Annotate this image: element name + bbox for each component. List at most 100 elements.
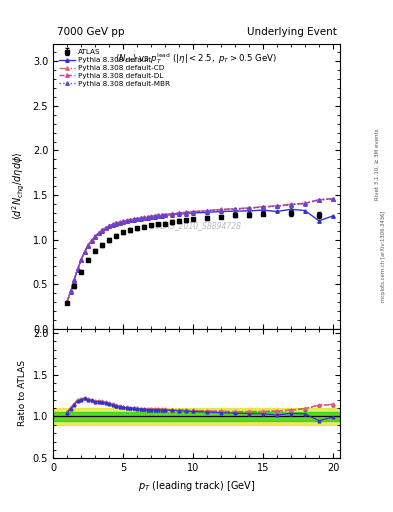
Pythia 8.308 default	[331, 213, 335, 219]
Pythia 8.308 default-MBR	[121, 219, 125, 225]
Pythia 8.308 default-DL	[159, 212, 164, 218]
Pythia 8.308 default-DL	[317, 197, 321, 203]
Pythia 8.308 default-CD	[163, 211, 167, 218]
Pythia 8.308 default-DL	[114, 220, 118, 226]
Pythia 8.308 default-MBR	[303, 201, 307, 207]
Legend: ATLAS, Pythia 8.308 default, Pythia 8.308 default-CD, Pythia 8.308 default-DL, P: ATLAS, Pythia 8.308 default, Pythia 8.30…	[57, 47, 172, 89]
Pythia 8.308 default	[96, 230, 101, 237]
Pythia 8.308 default-CD	[145, 214, 150, 220]
Pythia 8.308 default	[107, 223, 111, 229]
Pythia 8.308 default-MBR	[176, 210, 181, 217]
Pythia 8.308 default-CD	[128, 217, 132, 223]
Pythia 8.308 default-CD	[121, 218, 125, 224]
Pythia 8.308 default	[184, 210, 188, 217]
Pythia 8.308 default	[141, 215, 146, 221]
Pythia 8.308 default	[68, 289, 73, 295]
Pythia 8.308 default-DL	[107, 223, 111, 229]
Pythia 8.308 default-CD	[233, 206, 237, 212]
Pythia 8.308 default-CD	[135, 216, 140, 222]
Pythia 8.308 default-CD	[247, 205, 252, 211]
Pythia 8.308 default-DL	[191, 209, 195, 215]
Pythia 8.308 default	[72, 278, 76, 284]
Pythia 8.308 default-CD	[149, 214, 153, 220]
Pythia 8.308 default-MBR	[114, 220, 118, 226]
Pythia 8.308 default-CD	[93, 233, 97, 239]
Pythia 8.308 default	[163, 212, 167, 219]
Pythia 8.308 default	[317, 218, 321, 224]
Pythia 8.308 default-DL	[96, 230, 101, 236]
Pythia 8.308 default-CD	[288, 201, 293, 207]
Pythia 8.308 default	[65, 300, 70, 306]
Pythia 8.308 default-DL	[275, 203, 279, 209]
Pythia 8.308 default-MBR	[149, 214, 153, 220]
Pythia 8.308 default-MBR	[79, 257, 83, 263]
Pythia 8.308 default-MBR	[219, 207, 223, 213]
Pythia 8.308 default-CD	[131, 216, 136, 222]
Pythia 8.308 default-MBR	[184, 209, 188, 216]
Y-axis label: Ratio to ATLAS: Ratio to ATLAS	[18, 360, 27, 426]
Pythia 8.308 default-MBR	[288, 202, 293, 208]
Line: Pythia 8.308 default-MBR: Pythia 8.308 default-MBR	[65, 197, 335, 304]
Pythia 8.308 default-DL	[131, 216, 136, 222]
Pythia 8.308 default-CD	[317, 197, 321, 203]
Pythia 8.308 default-DL	[219, 206, 223, 212]
Bar	[53, 412, 340, 421]
Pythia 8.308 default-MBR	[96, 230, 101, 236]
Pythia 8.308 default-CD	[79, 257, 83, 263]
Pythia 8.308 default-CD	[219, 206, 223, 212]
Pythia 8.308 default-CD	[86, 242, 90, 248]
Pythia 8.308 default-DL	[75, 266, 80, 272]
Pythia 8.308 default	[288, 206, 293, 212]
Pythia 8.308 default-MBR	[331, 196, 335, 202]
Pythia 8.308 default-CD	[117, 219, 122, 225]
Pythia 8.308 default-DL	[247, 205, 252, 211]
Pythia 8.308 default	[233, 208, 237, 215]
Pythia 8.308 default	[100, 227, 105, 233]
Pythia 8.308 default-CD	[303, 200, 307, 206]
Pythia 8.308 default-DL	[288, 201, 293, 207]
Pythia 8.308 default	[89, 238, 94, 244]
Pythia 8.308 default-MBR	[156, 212, 160, 219]
Pythia 8.308 default-CD	[103, 225, 108, 231]
Pythia 8.308 default	[117, 220, 122, 226]
Pythia 8.308 default-CD	[170, 210, 174, 217]
Pythia 8.308 default-MBR	[107, 223, 111, 229]
Pythia 8.308 default-DL	[68, 288, 73, 294]
Pythia 8.308 default-DL	[86, 242, 90, 248]
Pythia 8.308 default	[219, 208, 223, 215]
Text: ATLAS_2010_S8894728: ATLAS_2010_S8894728	[151, 222, 242, 230]
Pythia 8.308 default-MBR	[145, 214, 150, 220]
Pythia 8.308 default	[110, 222, 115, 228]
Pythia 8.308 default-DL	[82, 249, 87, 255]
Pythia 8.308 default-MBR	[233, 206, 237, 212]
Pythia 8.308 default-DL	[100, 227, 105, 233]
Pythia 8.308 default-MBR	[68, 288, 73, 294]
Pythia 8.308 default	[275, 208, 279, 215]
Line: Pythia 8.308 default-DL: Pythia 8.308 default-DL	[65, 197, 335, 304]
Pythia 8.308 default	[191, 210, 195, 216]
Pythia 8.308 default-CD	[141, 215, 146, 221]
Pythia 8.308 default-CD	[96, 230, 101, 236]
Pythia 8.308 default-MBR	[110, 222, 115, 228]
Pythia 8.308 default-MBR	[317, 197, 321, 203]
Pythia 8.308 default-DL	[145, 214, 150, 220]
Pythia 8.308 default-CD	[89, 237, 94, 243]
Pythia 8.308 default-MBR	[65, 299, 70, 305]
Pythia 8.308 default-DL	[121, 219, 125, 225]
Pythia 8.308 default-DL	[176, 210, 181, 216]
Pythia 8.308 default-MBR	[86, 243, 90, 249]
Pythia 8.308 default	[114, 221, 118, 227]
Pythia 8.308 default	[86, 243, 90, 249]
Pythia 8.308 default-DL	[303, 200, 307, 206]
Pythia 8.308 default-DL	[261, 204, 265, 210]
Pythia 8.308 default	[124, 218, 129, 224]
Pythia 8.308 default-MBR	[261, 204, 265, 210]
Pythia 8.308 default	[79, 257, 83, 263]
Pythia 8.308 default-DL	[138, 215, 143, 221]
Pythia 8.308 default-CD	[100, 227, 105, 233]
Pythia 8.308 default-DL	[103, 225, 108, 231]
Pythia 8.308 default-MBR	[93, 233, 97, 240]
Pythia 8.308 default-DL	[141, 215, 146, 221]
Pythia 8.308 default-CD	[191, 208, 195, 215]
Pythia 8.308 default	[128, 217, 132, 223]
